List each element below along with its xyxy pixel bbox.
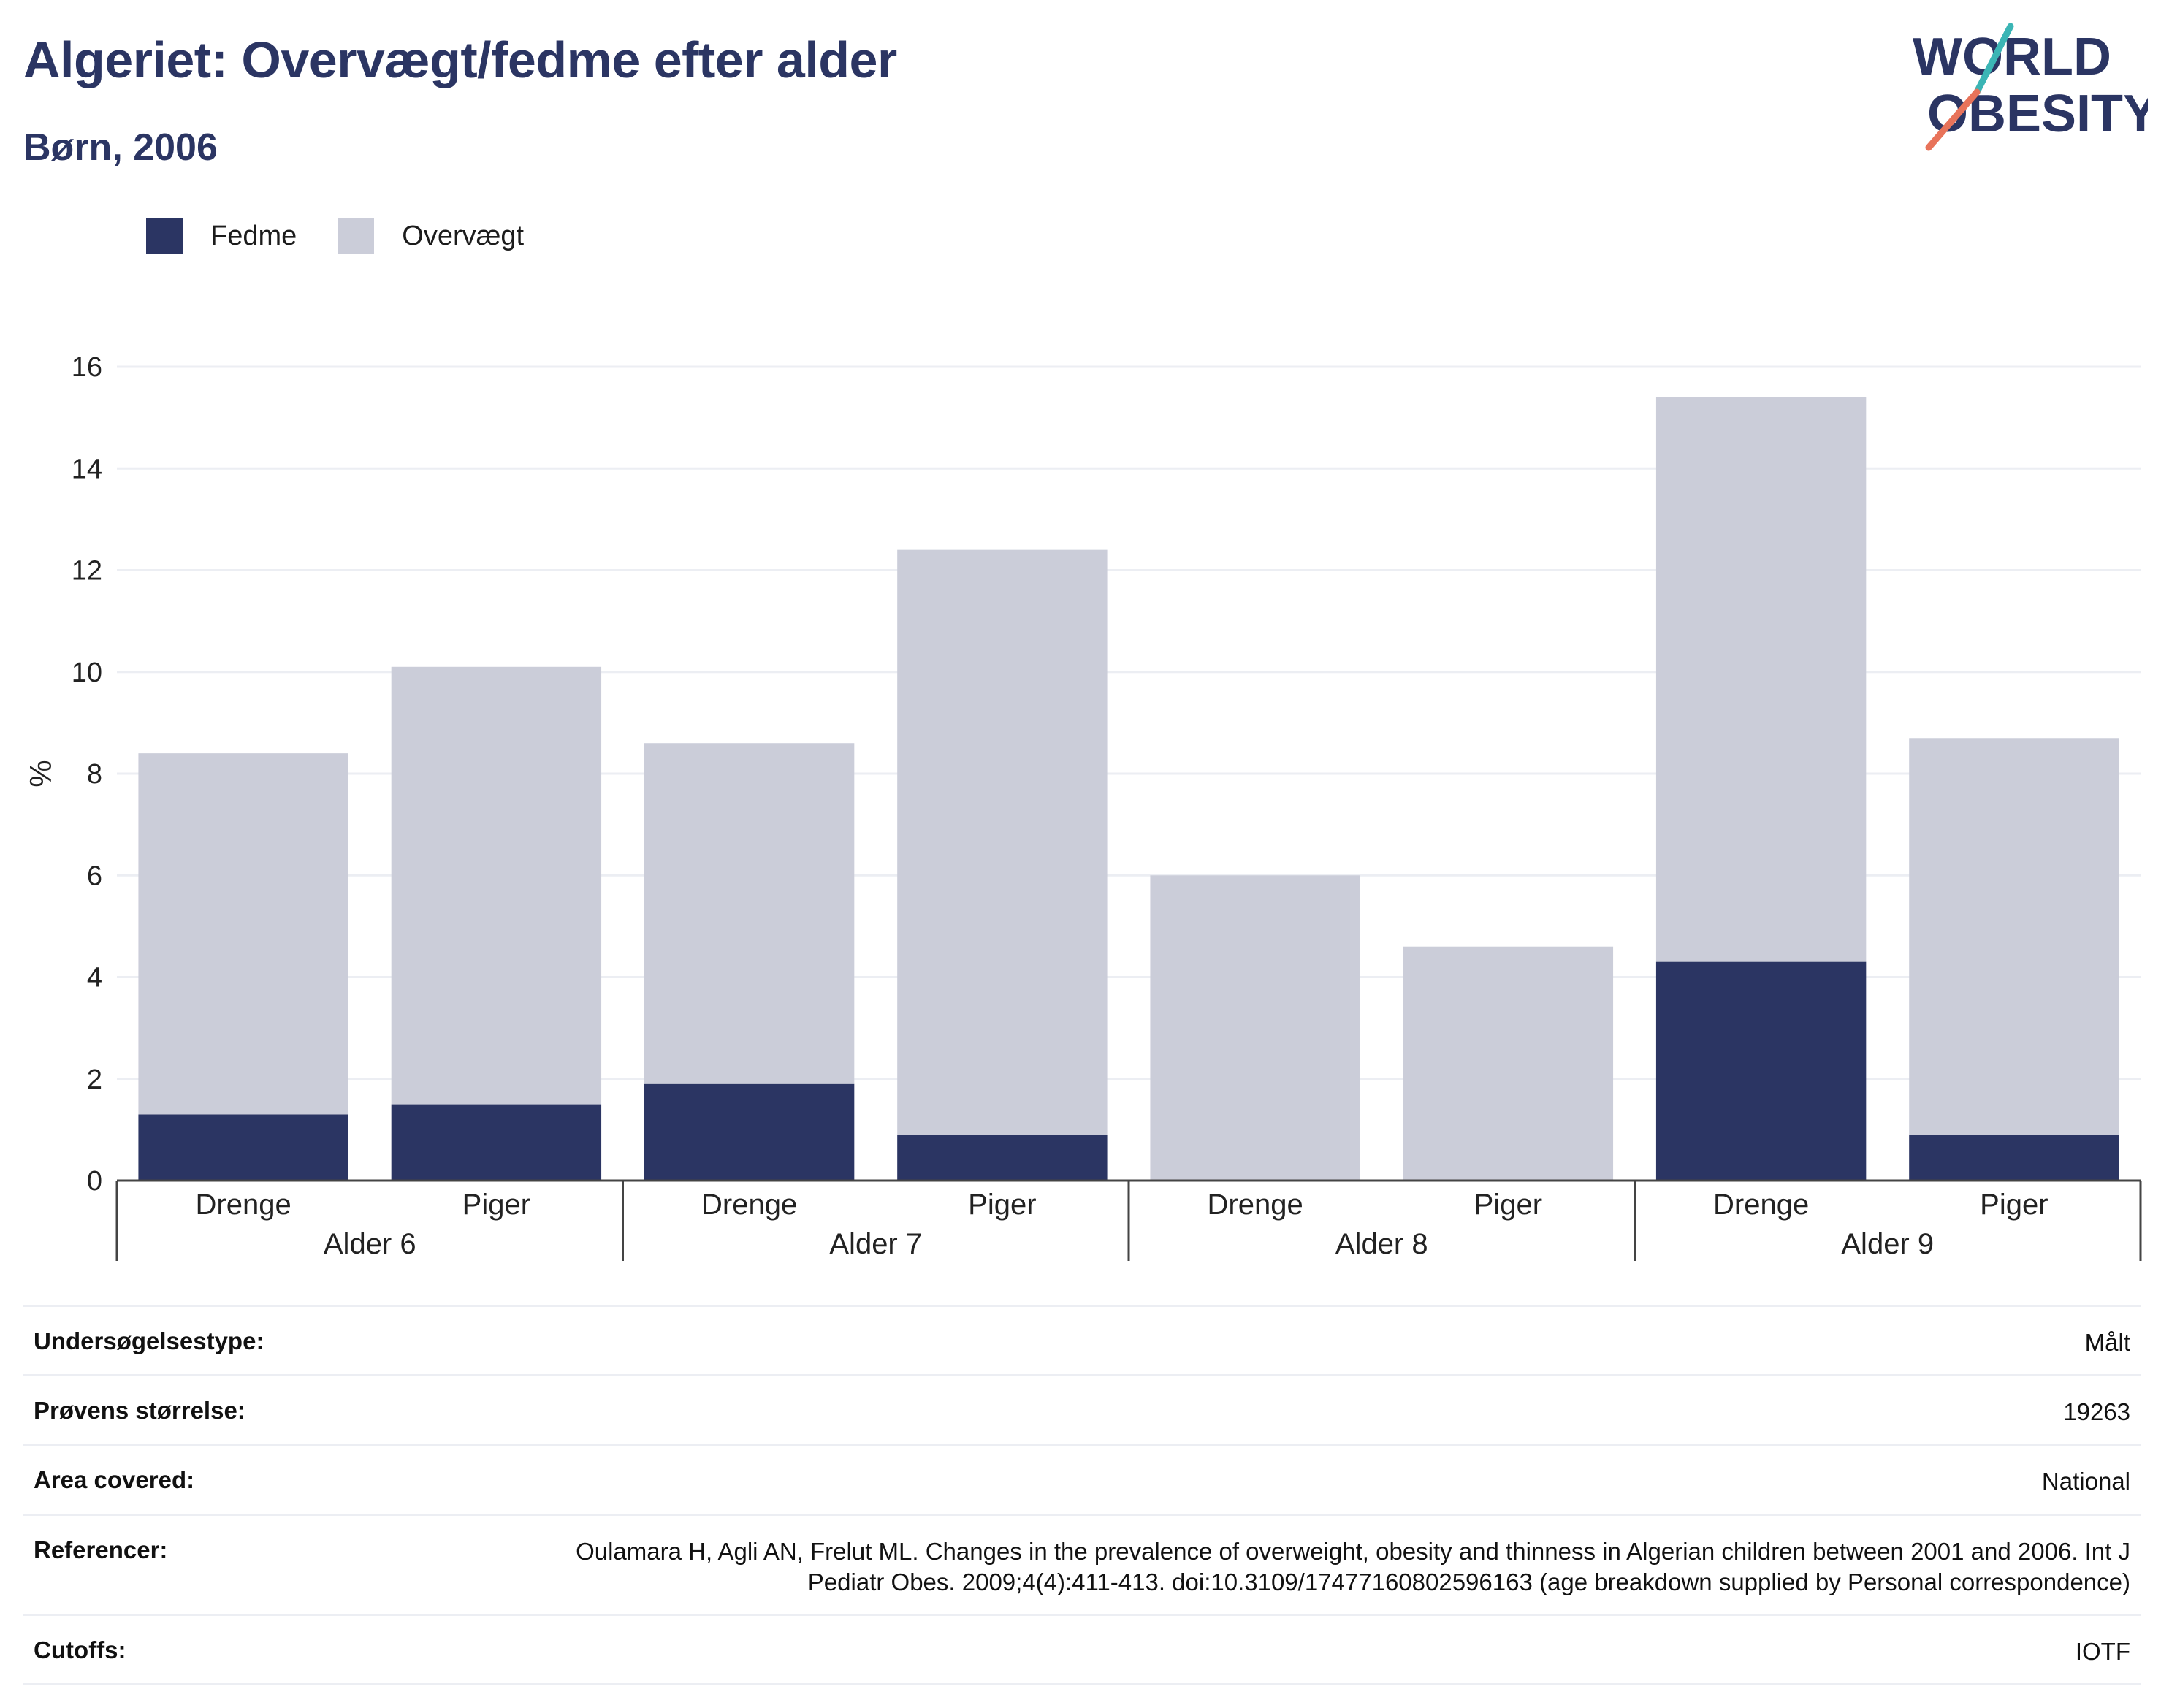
y-axis-label: % [23,760,58,787]
bar-fedme [897,1135,1108,1181]
y-tick-label: 0 [87,1166,102,1197]
y-tick-label: 12 [72,556,102,587]
x-tick-label: Piger [1980,1189,2048,1221]
y-tick-label: 14 [72,454,102,484]
bar-overvaegt [644,743,855,1084]
legend-swatch-fedme [146,218,183,254]
details-row-cutoffs: Cutoffs: IOTF [23,1614,2141,1686]
x-tick-label: Drenge [196,1189,291,1221]
details-row-area-covered: Area covered: National [23,1444,2141,1513]
details-label: Referencer: [34,1536,168,1563]
x-tick-label: Piger [968,1189,1036,1221]
legend-item-overvaegt[interactable]: Overvægt [338,218,524,254]
details-row-sample-size: Prøvens størrelse: 19263 [23,1374,2141,1444]
details-value: Oulamara H, Agli AN, Frelut ML. Changes … [576,1537,2130,1595]
logo-slash-teal [1973,23,2014,96]
bar-fedme [138,1114,348,1181]
details-row-references: Referencer: Oulamara H, Agli AN, Frelut … [23,1513,2141,1614]
details-row-survey-type: Undersøgelsestype: Målt [23,1305,2141,1374]
details-label: Cutoffs: [34,1636,126,1664]
stacked-bar-chart: 0 2 4 6 8 10 12 14 16% Drenge Piger Drenge Piger Dren… [23,352,2142,1261]
x-tick-label: Drenge [701,1189,797,1221]
group-label: Alder 8 [1335,1228,1428,1260]
bar-overvaegt [897,549,1108,1135]
bar-fedme [1655,961,1867,1181]
logo-text-obesity: OBESITY [1927,85,2148,143]
y-tick-label: 6 [87,861,102,891]
bar-fedme [1909,1135,2119,1181]
bar-overvaegt [1655,397,1867,962]
group-label: Alder 7 [829,1228,922,1260]
group-label: Alder 9 [1841,1228,1934,1260]
details-label: Area covered: [34,1466,195,1494]
x-tick-label: Drenge [1208,1189,1303,1221]
x-tick-label: Piger [1474,1189,1542,1221]
details-value: IOTF [2075,1638,2130,1666]
details-label: Undersøgelsestype: [34,1327,264,1354]
x-tick-label: Piger [462,1189,530,1221]
legend-swatch-overvaegt [338,218,375,254]
logo-text-world: WORLD [1913,28,2111,86]
chart-subtitle: Børn, 2006 [23,126,218,169]
bar-overvaegt [391,666,602,1105]
details-value: 19263 [2063,1398,2130,1426]
legend-label-overvaegt: Overvægt [402,220,525,251]
world-obesity-logo: WORLD OBESITY [1913,23,2148,151]
legend-item-fedme[interactable]: Fedme [146,218,297,254]
x-tick-label: Drenge [1713,1189,1809,1221]
y-tick-label: 10 [72,657,102,688]
y-tick-label: 2 [87,1064,102,1095]
chart-title: Algeriet: Overvægt/fedme efter alder [23,31,897,88]
bar-overvaegt [1150,875,1360,1181]
bar-overvaegt [1909,738,2119,1135]
bar-overvaegt [138,753,348,1115]
bar-fedme [644,1083,855,1181]
bar-fedme [391,1104,602,1181]
bar-overvaegt [1403,946,1614,1181]
legend-label-fedme: Fedme [210,220,297,251]
chart-legend: Fedme Overvægt [146,216,565,256]
y-tick-label: 8 [87,759,102,790]
details-value: Målt [2084,1329,2130,1356]
y-tick-label: 4 [87,963,102,994]
details-label: Prøvens størrelse: [34,1397,245,1425]
group-label: Alder 6 [324,1228,416,1260]
details-table: Undersøgelsestype: Målt Prøvens størrels… [23,1305,2141,1686]
y-tick-label: 16 [72,352,102,383]
logo-slash-coral [1925,88,1981,151]
details-value: National [2041,1468,2130,1495]
